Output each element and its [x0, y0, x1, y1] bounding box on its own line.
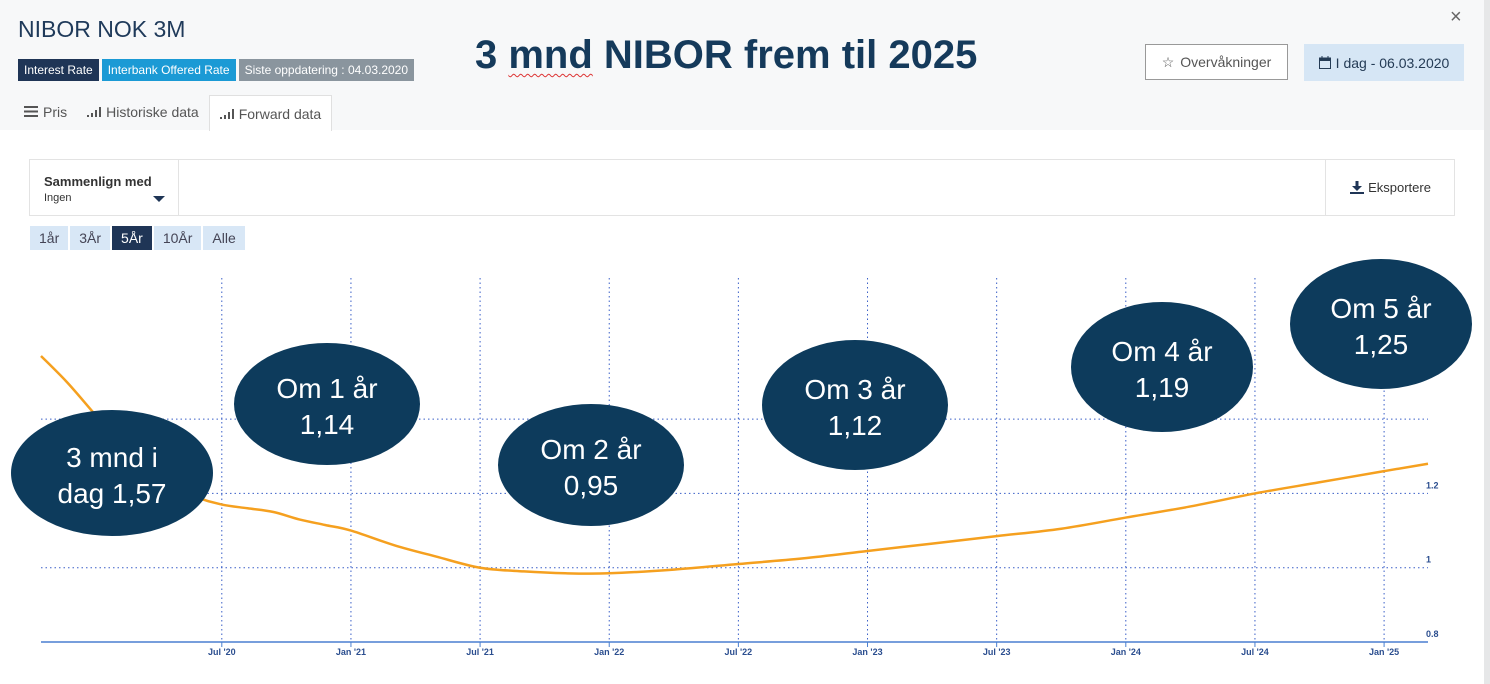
annotation-label: Om 1 år [276, 373, 377, 404]
compare-title: Sammenlign med [44, 174, 152, 189]
range-1ar[interactable]: 1år [30, 226, 69, 250]
download-icon [1350, 181, 1365, 194]
close-icon[interactable]: × [1450, 6, 1462, 28]
annotation-label: Om 4 år [1111, 336, 1212, 367]
x-tick-label: Jul '23 [983, 647, 1011, 657]
tab-forward-data[interactable]: Forward data [208, 95, 333, 131]
tab-forward-data-label: Forward data [238, 105, 322, 122]
annotation-label: 1,25 [1354, 329, 1409, 360]
range-alle[interactable]: Alle [203, 226, 245, 250]
annotation-label: 1,12 [828, 410, 883, 441]
x-tick-label: Jan '21 [336, 647, 366, 657]
range-10ar[interactable]: 10År [153, 226, 202, 250]
headline-prefix: 3 [475, 33, 509, 77]
annotation-bubble [498, 404, 684, 526]
annotation-bubble [1071, 302, 1253, 432]
instrument-title: NIBOR NOK 3M [18, 16, 186, 42]
badge-last-update: Siste oppdatering : 04.03.2020 [238, 59, 415, 81]
x-tick-label: Jul '21 [466, 647, 494, 657]
bar-chart-icon [87, 107, 102, 117]
annotation-bubble [1290, 259, 1472, 389]
badge-interbank: Interbank Offered Rate [101, 59, 236, 81]
y-tick-label: 1.2 [1426, 480, 1439, 490]
range-5ar[interactable]: 5År [112, 226, 152, 250]
headline-underlined-word: mnd [508, 33, 593, 77]
range-3ar[interactable]: 3År [70, 226, 111, 250]
annotation-label: Om 5 år [1330, 293, 1431, 324]
y-tick-label: 0.8 [1426, 629, 1439, 639]
watch-button-label: Overvåkninger [1180, 54, 1272, 70]
export-label: Eksportere [1368, 180, 1431, 195]
x-tick-label: Jan '25 [1369, 647, 1399, 657]
x-tick-label: Jan '23 [852, 647, 882, 657]
y-tick-label: 1 [1426, 555, 1431, 565]
range-selector: 1år 3År 5År 10År Alle [30, 226, 245, 250]
annotation-label: 0,95 [564, 470, 619, 501]
calendar-icon [1318, 56, 1331, 69]
star-icon: ☆ [1161, 53, 1175, 70]
watch-button[interactable]: ☆ Overvåkninger [1145, 44, 1288, 80]
tab-bar: Pris Historiske data Forward data [14, 95, 333, 131]
export-button[interactable]: Eksportere [1325, 160, 1455, 215]
x-tick-label: Jul '24 [1241, 647, 1269, 657]
overlay-headline: 3 mnd NIBOR frem til 2025 [475, 33, 977, 78]
date-button[interactable]: I dag - 06.03.2020 [1304, 44, 1464, 81]
tab-historiske-data[interactable]: Historiske data [77, 95, 209, 128]
annotation-label: 1,19 [1135, 372, 1190, 403]
annotation-bubble [234, 343, 420, 465]
annotation-label: Om 2 år [540, 434, 641, 465]
tab-pris[interactable]: Pris [14, 95, 77, 128]
tab-historiske-data-label: Historiske data [106, 103, 199, 120]
caret-down-icon [153, 196, 165, 202]
tab-pris-label: Pris [43, 103, 68, 120]
bar-chart-icon [219, 109, 234, 119]
annotation-bubble [11, 410, 213, 536]
annotation-bubble [762, 340, 948, 470]
badge-interest-rate: Interest Rate [18, 59, 99, 81]
annotation-label: 3 mnd i [66, 442, 158, 473]
badge-row: Interest Rate Interbank Offered Rate Sis… [18, 59, 415, 81]
x-tick-label: Jan '22 [594, 647, 624, 657]
annotation-label: Om 3 år [804, 374, 905, 405]
chart-toolbar: Sammenlign med Ingen Eksportere [29, 159, 1455, 216]
background-strip [1484, 0, 1490, 684]
annotation-label: dag 1,57 [58, 478, 167, 509]
date-button-label: I dag - 06.03.2020 [1335, 54, 1450, 71]
list-icon [24, 106, 38, 117]
headline-suffix: NIBOR frem til 2025 [592, 33, 978, 77]
x-tick-label: Jan '24 [1111, 647, 1141, 657]
compare-dropdown[interactable]: Sammenlign med Ingen [30, 160, 179, 215]
annotation-label: 1,14 [300, 409, 355, 440]
compare-value: Ingen [44, 192, 72, 204]
x-tick-label: Jul '22 [725, 647, 753, 657]
x-tick-label: Jul '20 [208, 647, 236, 657]
